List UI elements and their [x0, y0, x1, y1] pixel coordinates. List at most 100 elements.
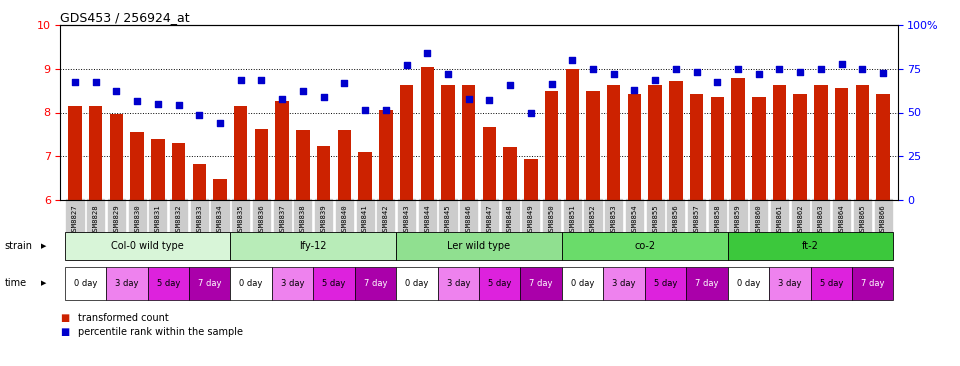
- Text: 7 day: 7 day: [198, 279, 222, 288]
- Bar: [852, 267, 894, 300]
- Point: [88, 79, 104, 85]
- Bar: [151, 139, 164, 200]
- Point: [793, 69, 808, 75]
- Bar: [420, 67, 434, 200]
- Point: [316, 94, 331, 100]
- Point: [751, 71, 766, 77]
- Bar: [189, 267, 230, 300]
- Bar: [710, 97, 724, 200]
- Bar: [442, 85, 455, 200]
- Point: [523, 109, 539, 115]
- Bar: [313, 267, 354, 300]
- Text: 5 day: 5 day: [488, 279, 512, 288]
- Text: 0 day: 0 day: [239, 279, 263, 288]
- Bar: [835, 89, 849, 200]
- Text: 5 day: 5 day: [156, 279, 180, 288]
- Text: 7 day: 7 day: [530, 279, 553, 288]
- Text: 7 day: 7 day: [861, 279, 884, 288]
- Point: [357, 107, 372, 113]
- Bar: [358, 152, 372, 200]
- Bar: [728, 267, 769, 300]
- Bar: [234, 106, 248, 200]
- Point: [606, 71, 621, 76]
- Point: [731, 66, 746, 72]
- Text: Col-0 wild type: Col-0 wild type: [111, 241, 184, 251]
- Point: [689, 69, 705, 75]
- Bar: [855, 85, 869, 200]
- Point: [130, 98, 145, 104]
- Bar: [354, 267, 396, 300]
- Text: co-2: co-2: [635, 241, 656, 251]
- Bar: [272, 267, 313, 300]
- Text: 5 day: 5 day: [654, 279, 677, 288]
- Point: [192, 112, 207, 117]
- Bar: [752, 97, 765, 200]
- Text: ▶: ▶: [41, 280, 47, 286]
- Point: [171, 102, 186, 108]
- Bar: [794, 94, 807, 200]
- Point: [876, 70, 891, 76]
- Point: [813, 66, 828, 72]
- Bar: [131, 132, 144, 200]
- Point: [502, 82, 517, 88]
- Text: percentile rank within the sample: percentile rank within the sample: [78, 327, 243, 337]
- Text: transformed count: transformed count: [78, 313, 169, 322]
- Text: ft-2: ft-2: [803, 241, 819, 251]
- Point: [668, 66, 684, 72]
- Bar: [565, 69, 579, 200]
- Text: 0 day: 0 day: [571, 279, 594, 288]
- Bar: [276, 101, 289, 200]
- Text: 3 day: 3 day: [779, 279, 802, 288]
- Text: 5 day: 5 day: [820, 279, 843, 288]
- Bar: [773, 85, 786, 200]
- Point: [834, 61, 850, 67]
- Text: 0 day: 0 day: [405, 279, 428, 288]
- Text: 7 day: 7 day: [364, 279, 387, 288]
- Bar: [193, 164, 206, 200]
- Text: Ler wild type: Ler wild type: [447, 241, 511, 251]
- Bar: [479, 267, 520, 300]
- Text: 3 day: 3 day: [115, 279, 138, 288]
- Bar: [645, 267, 686, 300]
- Bar: [607, 85, 620, 200]
- Text: 5 day: 5 day: [323, 279, 346, 288]
- Bar: [64, 267, 106, 300]
- Bar: [230, 232, 396, 260]
- Text: lfy-12: lfy-12: [300, 241, 327, 251]
- Bar: [68, 106, 82, 200]
- Bar: [230, 267, 272, 300]
- Bar: [148, 267, 189, 300]
- Bar: [587, 91, 600, 200]
- Point: [564, 57, 580, 63]
- Bar: [379, 110, 393, 200]
- Point: [627, 87, 642, 93]
- Bar: [769, 267, 810, 300]
- Point: [709, 79, 725, 85]
- Bar: [338, 130, 351, 200]
- Text: 0 day: 0 day: [736, 279, 760, 288]
- Point: [233, 77, 249, 83]
- Point: [854, 66, 870, 72]
- Point: [108, 88, 124, 94]
- Bar: [728, 232, 894, 260]
- Point: [461, 97, 476, 102]
- Bar: [520, 267, 562, 300]
- Text: ■: ■: [60, 327, 70, 337]
- Text: 7 day: 7 day: [695, 279, 719, 288]
- Point: [378, 107, 394, 113]
- Text: time: time: [5, 278, 27, 288]
- Bar: [545, 92, 559, 200]
- Bar: [297, 130, 310, 200]
- Point: [647, 77, 662, 83]
- Bar: [462, 85, 475, 200]
- Bar: [396, 267, 438, 300]
- Bar: [254, 129, 268, 200]
- Bar: [64, 232, 230, 260]
- Text: ▶: ▶: [41, 243, 47, 249]
- Bar: [89, 106, 103, 200]
- Bar: [732, 78, 745, 200]
- Point: [398, 62, 414, 68]
- Bar: [399, 85, 413, 200]
- Point: [482, 97, 497, 103]
- Point: [67, 79, 83, 85]
